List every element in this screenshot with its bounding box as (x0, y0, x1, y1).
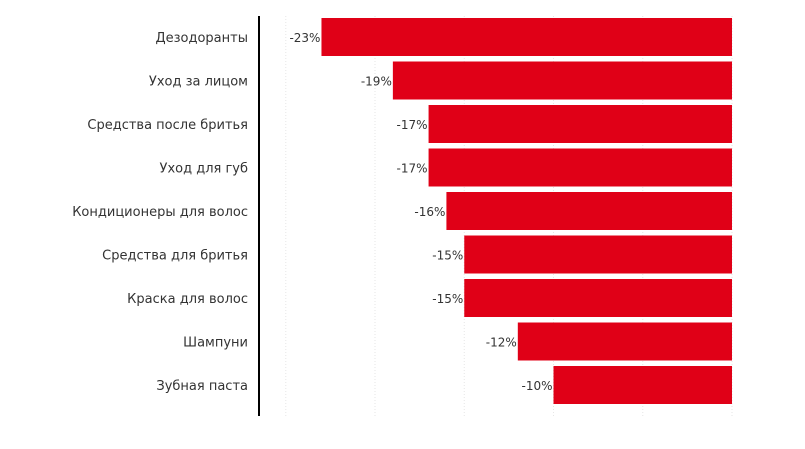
category-label: Краска для волос (127, 292, 248, 307)
category-label: Шампуни (183, 336, 248, 351)
bar (553, 366, 732, 404)
value-label: -23% (289, 31, 320, 45)
value-label: -10% (521, 379, 552, 393)
value-label: -16% (414, 205, 445, 219)
bars-layer (321, 18, 732, 404)
value-label: -17% (397, 162, 428, 176)
bar (428, 148, 732, 187)
value-label: -15% (432, 292, 463, 306)
value-label: -17% (397, 118, 428, 132)
category-label: Дезодоранты (155, 31, 248, 46)
value-label: -19% (361, 75, 392, 89)
category-label: Средства после бритья (87, 118, 248, 133)
bar (392, 61, 732, 100)
category-label: Средства для бритья (102, 249, 248, 264)
category-label: Уход для губ (160, 162, 248, 177)
bar (464, 235, 732, 274)
bar (428, 105, 732, 143)
bar (517, 322, 732, 361)
bar (464, 279, 732, 317)
category-label: Кондиционеры для волос (72, 205, 248, 220)
category-label: Уход за лицом (149, 75, 248, 90)
value-label: -12% (486, 336, 517, 350)
labels-layer: Дезодоранты -23% Уход за лицом -19% Средства… (72, 31, 552, 394)
category-label: Зубная паста (156, 379, 248, 394)
value-label: -15% (432, 249, 463, 263)
bar (321, 18, 732, 56)
bar (446, 192, 732, 230)
